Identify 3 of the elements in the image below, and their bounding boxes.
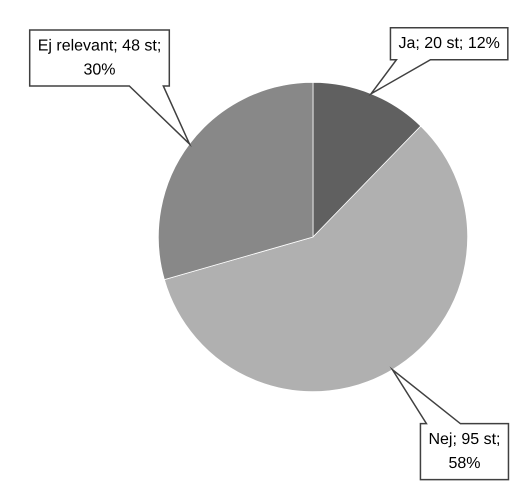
slice-label: Ja; 20 st; 12% [398, 35, 500, 52]
slice-label: Nej; 95 st; 58% [428, 431, 500, 472]
slice-label: Ej relevant; 48 st; 30% [38, 37, 162, 78]
